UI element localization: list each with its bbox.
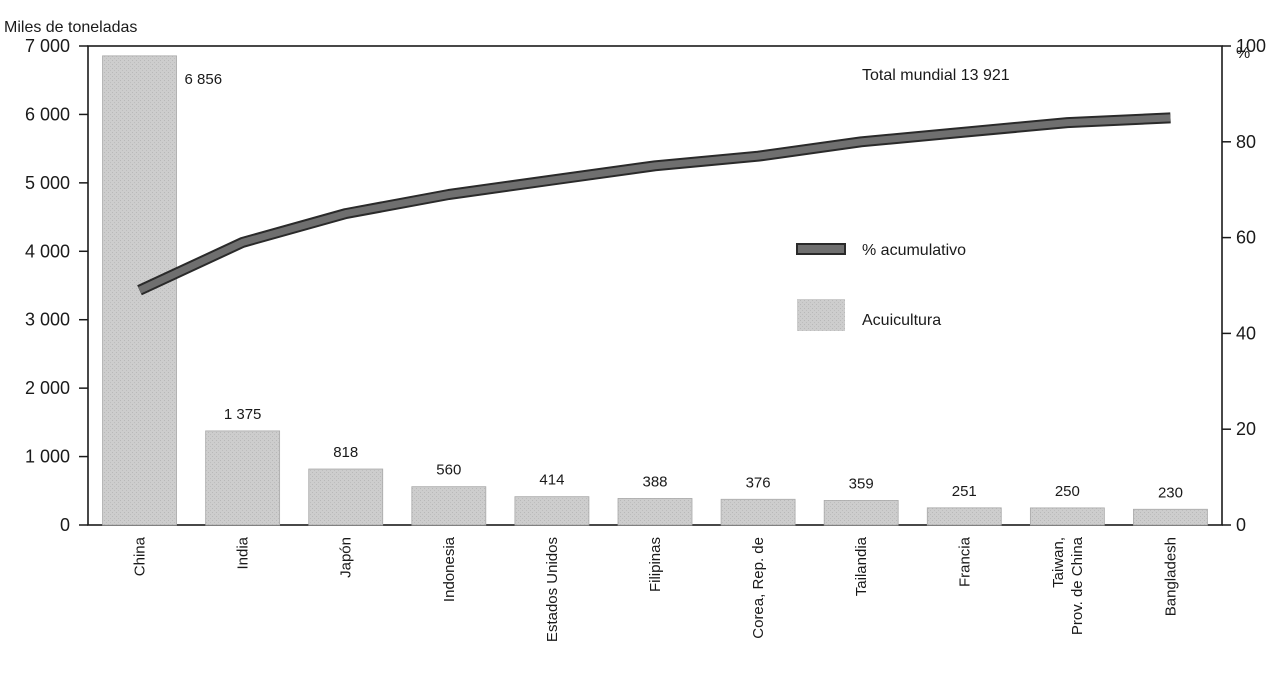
cumulative-line xyxy=(138,114,1171,294)
legend-bar-swatch xyxy=(797,299,845,331)
y-left-tick-label: 3 000 xyxy=(25,310,70,330)
category-label: Taiwan, Prov. de China xyxy=(1050,536,1086,635)
y-right-tick-label: 80 xyxy=(1236,132,1256,152)
bar-value-label: 818 xyxy=(333,444,358,461)
y-left-tick-label: 0 xyxy=(60,515,70,535)
category-label: Tailandia xyxy=(853,536,870,596)
category-label: India xyxy=(235,536,252,569)
bar-value-label: 376 xyxy=(746,474,771,491)
category-label: Francia xyxy=(956,536,973,587)
category-label-line: Estados Unidos xyxy=(544,537,561,642)
bar xyxy=(1133,508,1208,526)
total-annotation: Total mundial 13 921 xyxy=(862,67,1010,84)
y-axis-left-title: Miles de toneladas xyxy=(4,19,137,36)
legend: % acumulativo Acuicultura xyxy=(796,242,966,331)
bar xyxy=(926,507,1002,526)
bar-value-label: 359 xyxy=(849,475,874,492)
y-axis-right-ticks: 0 20 40 60 80 100 xyxy=(1222,36,1266,535)
bar-value-label: 251 xyxy=(952,483,977,500)
category-label: China xyxy=(132,536,149,576)
line-outline xyxy=(137,112,1171,296)
bar-value-labels: 6 856 1 375 818 560 414 388 376 359 251 250 230 xyxy=(185,71,1183,501)
bar-value-label: 6 856 xyxy=(185,71,223,88)
category-label: Estados Unidos xyxy=(544,537,561,642)
y-left-tick-label: 7 000 xyxy=(25,36,70,56)
y-left-tick-label: 6 000 xyxy=(25,104,70,124)
category-label: Indonesia xyxy=(441,536,458,602)
legend-line-swatch xyxy=(796,243,846,255)
bar xyxy=(102,55,177,526)
bar xyxy=(1029,507,1105,526)
bar xyxy=(823,500,899,526)
category-label-line: Taiwan, xyxy=(1050,537,1067,588)
bar-value-label: 388 xyxy=(642,473,667,490)
category-label-line: India xyxy=(235,536,252,569)
y-right-tick-label: 20 xyxy=(1236,419,1256,439)
category-label-line: Indonesia xyxy=(441,536,458,602)
bar xyxy=(205,430,281,526)
y-left-tick-label: 1 000 xyxy=(25,447,70,467)
category-label-line: Tailandia xyxy=(853,536,870,596)
category-label-line: Corea, Rep. de xyxy=(750,537,767,639)
bar-value-label: 250 xyxy=(1055,483,1080,500)
y-right-tick-label: 40 xyxy=(1236,323,1256,343)
bar xyxy=(308,468,384,526)
category-label-line: Japón xyxy=(338,537,355,578)
bar-value-label: 414 xyxy=(539,472,564,489)
bar xyxy=(411,486,487,526)
category-label: Corea, Rep. de xyxy=(750,537,767,639)
legend-line-label: % acumulativo xyxy=(862,242,966,259)
category-label: Bangladesh xyxy=(1162,537,1179,616)
bar-value-label: 560 xyxy=(436,462,461,479)
y-left-tick-label: 5 000 xyxy=(25,173,70,193)
category-label-line: Francia xyxy=(956,536,973,587)
line-series xyxy=(137,112,1171,296)
bar-value-label: 1 375 xyxy=(224,406,262,423)
bar xyxy=(617,498,693,526)
bar xyxy=(514,496,590,526)
y-axis-right-title: % xyxy=(1236,45,1250,62)
category-label-line: Prov. de China xyxy=(1069,536,1086,635)
x-axis-category-labels: China India Japón Indonesia Estados Unidos Fi… xyxy=(132,536,1180,642)
category-label: Filipinas xyxy=(647,537,664,592)
bar-value-label: 230 xyxy=(1158,484,1183,501)
category-label: Japón xyxy=(338,537,355,578)
y-left-tick-label: 2 000 xyxy=(25,378,70,398)
bar-series xyxy=(102,55,1208,526)
y-left-tick-label: 4 000 xyxy=(25,241,70,261)
y-axis-left-ticks: 0 1 000 2 000 3 000 4 000 5 000 6 000 7 000 xyxy=(25,36,88,535)
category-label-line: China xyxy=(132,536,149,576)
y-right-tick-label: 0 xyxy=(1236,515,1246,535)
y-right-tick-label: 100 xyxy=(1236,36,1266,56)
category-label-line: Filipinas xyxy=(647,537,664,592)
y-right-tick-label: 60 xyxy=(1236,228,1256,248)
bar xyxy=(720,498,796,526)
category-label-line: Bangladesh xyxy=(1162,537,1179,616)
legend-bar-label: Acuicultura xyxy=(862,312,941,329)
